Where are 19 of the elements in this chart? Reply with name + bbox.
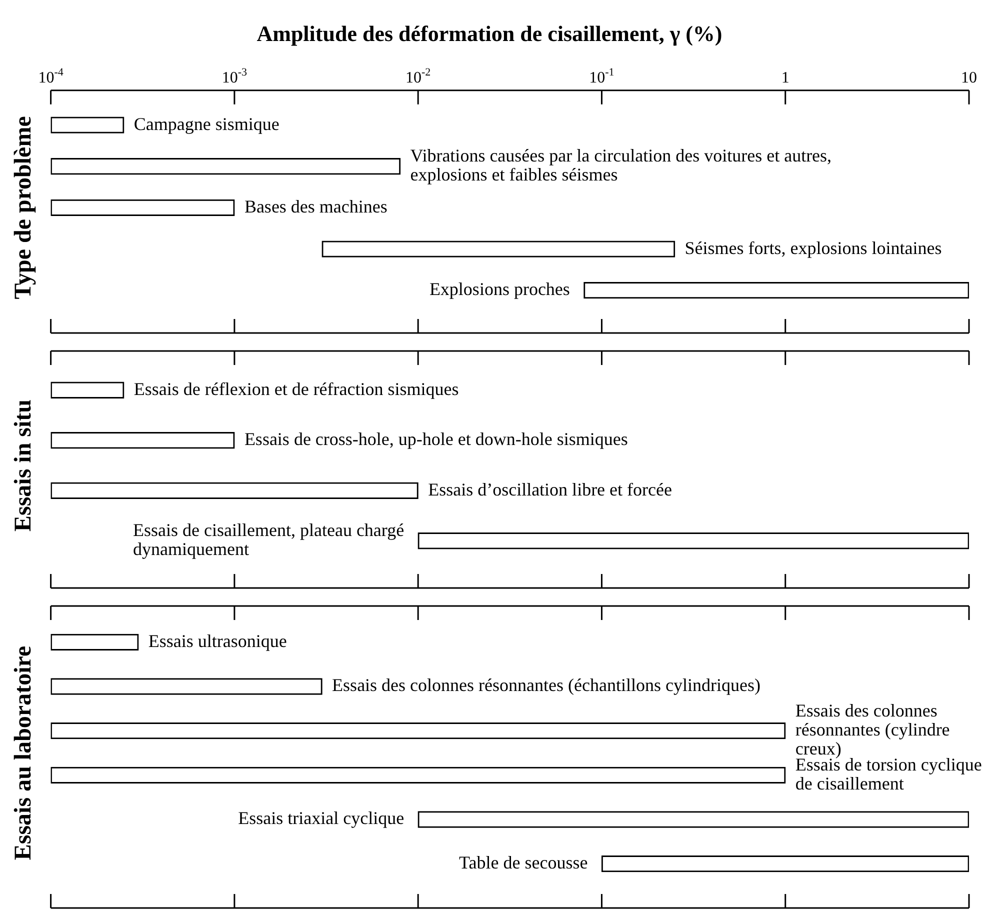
y-tick-label: Vibrations causées par la circulation des voitures et autres, explosions et faibles séismes (410, 146, 832, 185)
category-label: Essais des colonnes résonnantes (échantillons cylindriques) (332, 675, 760, 696)
y-axis-title: Type de problème (10, 116, 37, 300)
category-label: Essais de cross-hole, up-hole et down-hole sismiques (244, 429, 628, 450)
x-tick-label: 1 (781, 69, 790, 86)
y-axis-title: Essais au laboratoire (10, 646, 37, 860)
y-tick-label: Explosions proches (429, 279, 570, 300)
category-label: Essais de cisaillement, plateau chargé dynamiquement (133, 520, 404, 560)
category-label: Essais de réflexion et de réfraction sismiques (134, 378, 459, 399)
y-tick-label: Bases des machines (244, 196, 388, 216)
y-axis-title: Essais in situ (10, 399, 37, 532)
y-tick-label: Campagne sismique (134, 114, 280, 134)
category-label: Essais ultrasonique (148, 630, 287, 651)
chart-title: Amplitude des déformation de cisaillement, γ (%) (256, 20, 722, 46)
y-tick-label: Séismes forts, explosions lointaines (684, 238, 942, 258)
category-label: Essais triaxial cyclique (238, 808, 404, 828)
x-tick-label: 10 (961, 69, 977, 86)
category-label: Table de secousse (459, 852, 588, 873)
category-label: Essais d’oscillation libre et forcée (428, 479, 672, 500)
